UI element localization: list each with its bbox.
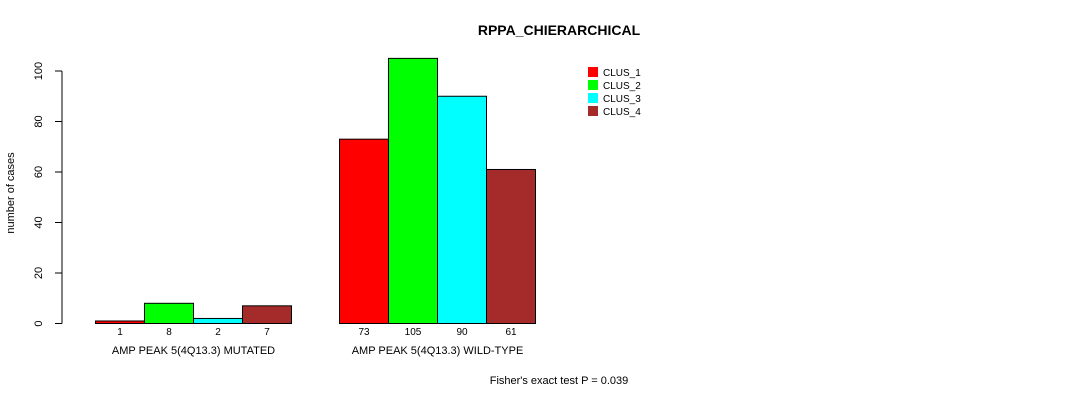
- legend-swatch-clus-2: [588, 80, 598, 90]
- count-label: 8: [166, 327, 172, 338]
- legend-label: CLUS_3: [603, 94, 641, 105]
- count-label: 1: [117, 327, 123, 338]
- count-label: 2: [215, 327, 221, 338]
- legend-label: CLUS_2: [603, 81, 641, 92]
- legend-swatch-clus-1: [588, 67, 598, 77]
- y-tick-label: 60: [33, 166, 45, 178]
- y-axis-title: number of cases: [5, 152, 17, 234]
- legend-label: CLUS_4: [603, 107, 641, 118]
- chart-title: RPPA_CHIERARCHICAL: [478, 22, 641, 38]
- legend-swatch-clus-4: [588, 106, 598, 116]
- bar-clus-4-group-2: [486, 168, 536, 324]
- bar-clus-4-group-1: [242, 305, 292, 325]
- legend: CLUS_1 CLUS_2 CLUS_3 CLUS_4: [588, 67, 641, 118]
- count-label: 7: [264, 327, 270, 338]
- legend-label: CLUS_1: [603, 68, 641, 79]
- bar-clus-2-group-2: [388, 57, 438, 324]
- bar-clus-1-group-1: [95, 320, 145, 325]
- y-tick-label: 100: [33, 62, 45, 80]
- y-tick-label: 0: [33, 320, 45, 326]
- y-axis: 0 20 40 60 80 100: [33, 62, 63, 327]
- count-label: 73: [358, 327, 370, 338]
- y-tick-label: 80: [33, 115, 45, 127]
- group-label: AMP PEAK 5(4Q13.3) WILD-TYPE: [352, 345, 524, 357]
- count-label: 90: [456, 327, 468, 338]
- bar-clus-3-group-1: [193, 317, 243, 325]
- count-label: 61: [505, 327, 517, 338]
- count-labels: 1 8 2 7 73 105 90 61: [117, 327, 517, 338]
- y-tick-label: 20: [33, 267, 45, 279]
- bar-clus-2-group-1: [144, 302, 194, 324]
- bar-clus-1-group-2: [339, 138, 389, 324]
- group-label: AMP PEAK 5(4Q13.3) MUTATED: [112, 345, 275, 357]
- group-labels: AMP PEAK 5(4Q13.3) MUTATED AMP PEAK 5(4Q1…: [112, 345, 523, 357]
- y-tick-label: 40: [33, 216, 45, 228]
- bars: [95, 57, 536, 325]
- bar-clus-3-group-2: [437, 95, 487, 324]
- legend-swatch-clus-3: [588, 93, 598, 103]
- count-label: 105: [405, 327, 422, 338]
- fisher-test-footnote: Fisher's exact test P = 0.039: [490, 375, 629, 387]
